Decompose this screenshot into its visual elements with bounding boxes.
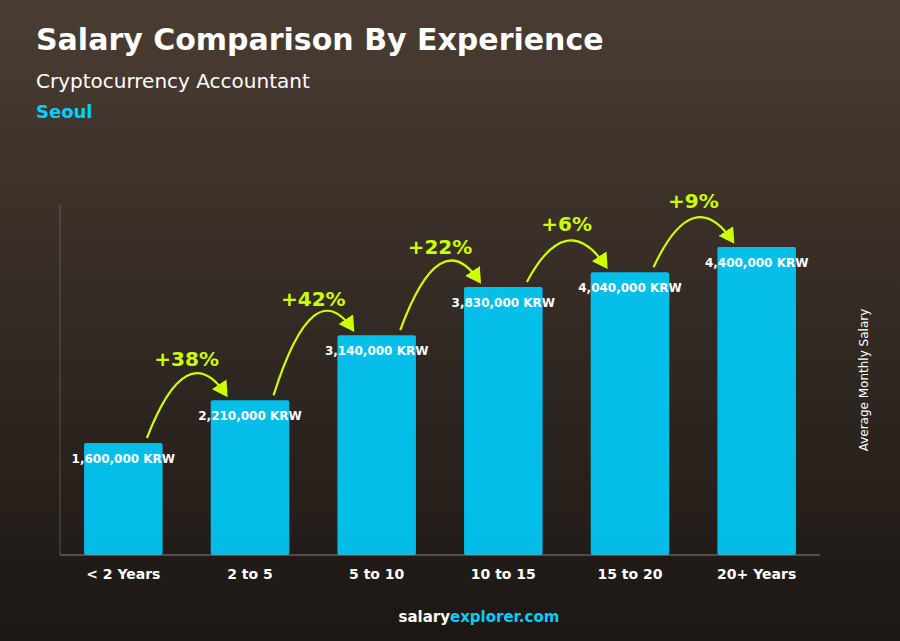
subtitle: Cryptocurrency Accountant xyxy=(36,69,310,93)
bar xyxy=(337,335,416,555)
title: Salary Comparison By Experience xyxy=(36,22,604,57)
value-label: 3,830,000 KRW xyxy=(452,296,556,310)
change-label: +22% xyxy=(408,235,473,259)
x-axis-line xyxy=(60,555,820,556)
bar xyxy=(591,272,670,555)
bars xyxy=(84,247,796,555)
change-arrow xyxy=(654,217,734,267)
x-tick-label: 10 to 15 xyxy=(471,566,536,582)
bar xyxy=(211,400,290,555)
x-tick-label: 20+ Years xyxy=(717,566,796,582)
change-label: +9% xyxy=(668,189,719,213)
x-tick-label: 5 to 10 xyxy=(349,566,405,582)
x-tick-label: < 2 Years xyxy=(86,566,160,582)
y-axis-line xyxy=(60,205,61,555)
change-label: +6% xyxy=(541,212,592,236)
city: Seoul xyxy=(36,101,93,122)
chart: Salary Comparison By Experience Cryptocur… xyxy=(0,0,900,641)
value-label: 4,040,000 KRW xyxy=(578,281,682,295)
change-arrow xyxy=(147,373,227,438)
change-label: +42% xyxy=(281,287,346,311)
bar xyxy=(464,287,543,555)
value-label: 2,210,000 KRW xyxy=(198,409,302,423)
change-arrow xyxy=(400,261,480,331)
change-label: +38% xyxy=(154,347,219,371)
footer: salary xyxy=(399,608,451,626)
footer: explorer.com xyxy=(450,608,559,626)
x-tick-label: 2 to 5 xyxy=(227,566,273,582)
y-axis-label: Average Monthly Salary xyxy=(857,309,871,452)
value-label: 1,600,000 KRW xyxy=(72,452,176,466)
bar xyxy=(717,247,796,555)
x-tick-label: 15 to 20 xyxy=(597,566,662,582)
change-arrow xyxy=(527,240,607,281)
value-label: 3,140,000 KRW xyxy=(325,344,429,358)
change-arrow xyxy=(274,311,354,396)
background xyxy=(0,0,900,641)
value-label: 4,400,000 KRW xyxy=(705,256,809,270)
